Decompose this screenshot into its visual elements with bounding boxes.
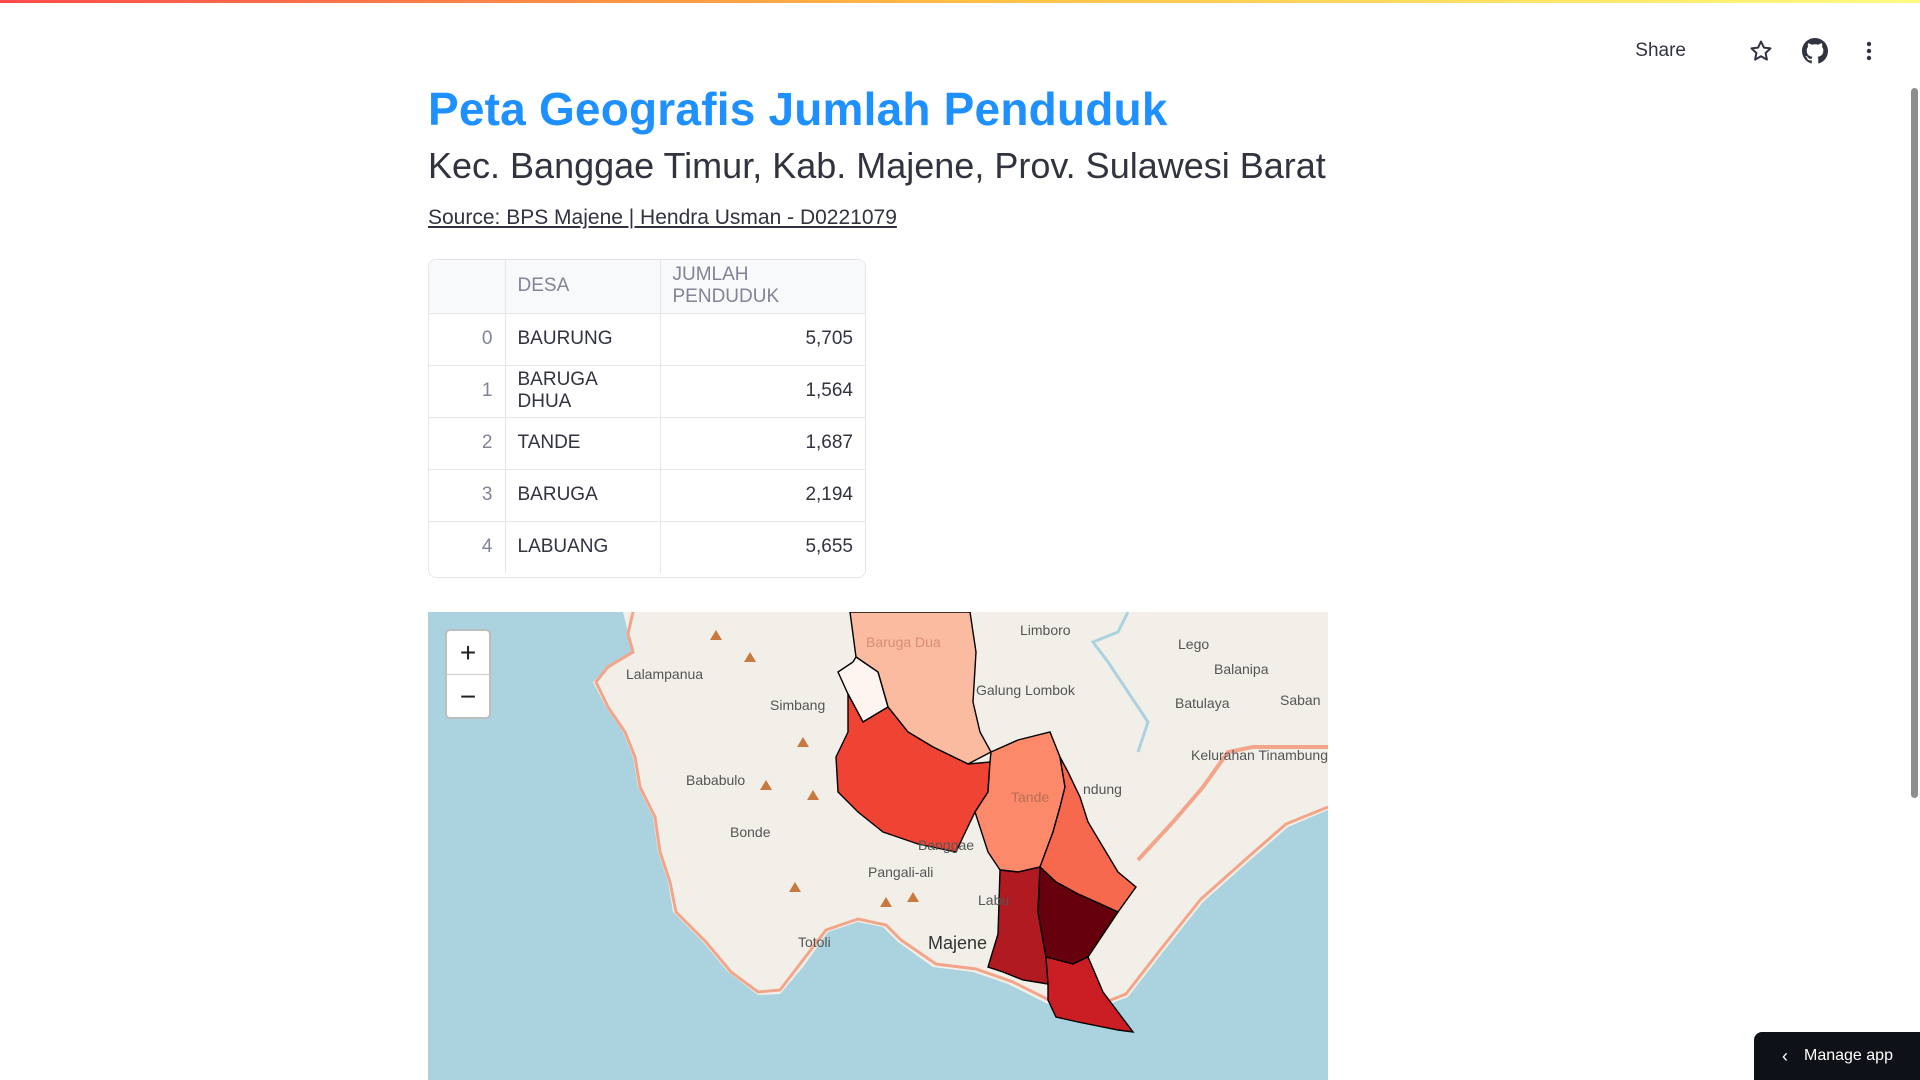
star-icon[interactable] [1748, 38, 1774, 64]
cell-jumlah[interactable]: 1,564 [660, 365, 865, 418]
population-table[interactable]: DESA JUMLAH PENDUDUK 0 BAURUNG 5,705 1 B… [428, 259, 866, 578]
cell-jumlah[interactable]: 2,194 [660, 469, 865, 522]
label-balanipa: Balanipa [1214, 661, 1269, 677]
table-header-row: DESA JUMLAH PENDUDUK [429, 260, 865, 314]
label-batulaya: Batulaya [1175, 695, 1230, 711]
row-index: 3 [429, 469, 506, 522]
column-header-desa[interactable]: DESA [505, 260, 661, 314]
zoom-out-button[interactable]: − [459, 680, 477, 712]
table-row: 4 LABUANG 5,655 [429, 521, 865, 573]
mountain-markers [710, 630, 919, 907]
cell-jumlah[interactable]: 5,705 [660, 313, 865, 366]
label-ndung: ndung [1083, 781, 1122, 797]
index-column-header [429, 260, 506, 314]
row-index: 1 [429, 365, 506, 418]
github-icon[interactable] [1802, 38, 1828, 64]
village-labuang[interactable] [1037, 865, 1120, 965]
header-actions: Share [1635, 38, 1882, 64]
cell-desa[interactable]: BAURUNG [505, 313, 661, 366]
label-totoli: Totoli [798, 934, 831, 950]
table-row: 1 BARUGA DHUA 1,564 [429, 365, 865, 418]
label-majene: Majene [928, 933, 987, 953]
label-kelurahan-tinambung: Kelurahan Tinambung [1191, 747, 1328, 763]
label-lego: Lego [1178, 636, 1209, 652]
label-tande: Tande [1011, 789, 1049, 805]
label-pangali-ali: Pangali-ali [868, 864, 933, 880]
row-index: 2 [429, 417, 506, 470]
scrollbar[interactable] [1911, 88, 1918, 798]
cell-desa[interactable]: BARUGA [505, 469, 661, 522]
label-galung-lombok: Galung Lombok [976, 682, 1076, 698]
manage-app-button[interactable]: ‹ Manage app [1754, 1032, 1920, 1080]
coastal-road [594, 612, 1328, 1011]
place-labels: Limboro Lego Balanipa Lalampanua Galung … [626, 622, 1328, 953]
share-button[interactable]: Share [1635, 40, 1686, 61]
label-limboro: Limboro [1020, 622, 1071, 638]
table-row: 3 BARUGA 2,194 [429, 469, 865, 522]
cell-desa[interactable]: TANDE [505, 417, 661, 470]
label-lalampanua: Lalampanua [626, 666, 703, 682]
table-row: 2 TANDE 1,687 [429, 417, 865, 470]
manage-app-label: Manage app [1804, 1047, 1893, 1064]
label-labu: Labu [978, 892, 1009, 908]
cell-desa[interactable]: BARUGA DHUA [505, 365, 661, 418]
zoom-in-button[interactable]: + [447, 631, 489, 675]
map-canvas[interactable]: Limboro Lego Balanipa Lalampanua Galung … [428, 612, 1328, 1080]
village-coast[interactable] [1045, 956, 1135, 1033]
label-baruga-dua: Baruga Dua [866, 634, 941, 650]
top-decoration-bar [0, 0, 1920, 3]
label-saban: Saban [1280, 692, 1320, 708]
cell-jumlah[interactable]: 1,687 [660, 417, 865, 470]
row-index: 0 [429, 313, 506, 366]
more-menu-icon[interactable] [1856, 38, 1882, 64]
inland-road [1136, 745, 1328, 862]
page-title: Peta Geografis Jumlah Penduduk [428, 83, 1168, 135]
village-baurung[interactable] [835, 693, 991, 853]
label-banggae: Banggae [918, 837, 974, 853]
table-row: 0 BAURUNG 5,705 [429, 313, 865, 366]
choropleth-map[interactable]: Limboro Lego Balanipa Lalampanua Galung … [428, 612, 1328, 1080]
cell-jumlah[interactable]: 5,655 [805, 536, 853, 558]
label-simbang: Simbang [770, 697, 825, 713]
label-bababulo: Bababulo [686, 772, 745, 788]
zoom-controls: + − [445, 629, 491, 719]
label-bonde: Bonde [730, 824, 771, 840]
chevron-left-icon: ‹ [1782, 1045, 1788, 1066]
column-header-jumlah[interactable]: JUMLAH PENDUDUK [660, 260, 865, 314]
page-subtitle: Kec. Banggae Timur, Kab. Majene, Prov. S… [428, 145, 1326, 186]
cell-desa[interactable]: LABUANG [505, 521, 661, 573]
row-index: 4 [429, 521, 506, 573]
source-text: Source: BPS Majene | Hendra Usman - D022… [428, 206, 897, 229]
river [1090, 612, 1150, 753]
